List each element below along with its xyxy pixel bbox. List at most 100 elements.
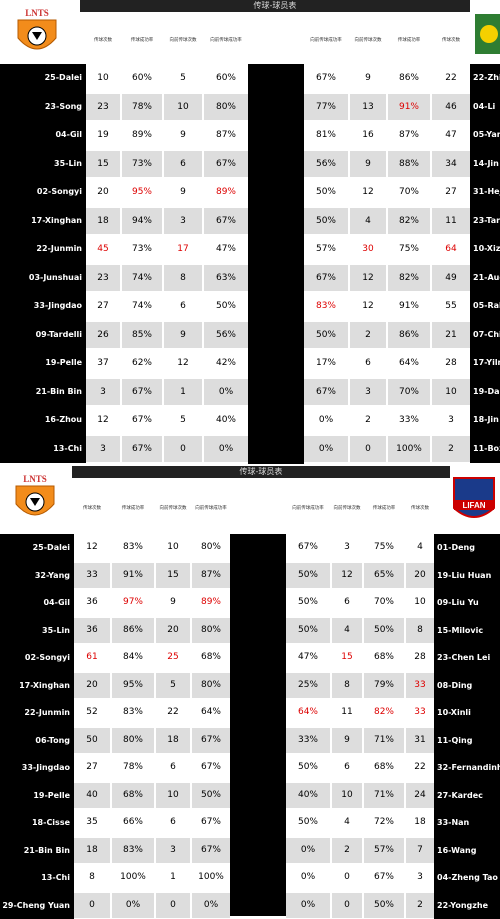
column-header: 向前传球次数 xyxy=(156,506,190,511)
stat-cell: 67% xyxy=(364,865,404,891)
stat-cell: 60% xyxy=(122,65,162,92)
column-header: 传球次数 xyxy=(74,506,110,511)
player-name-left: 25-Dalei xyxy=(0,64,86,93)
player-name-right: 33-Nan xyxy=(434,809,500,837)
stat-cell: 67% xyxy=(192,755,230,781)
stat-cell: 5 xyxy=(156,673,190,699)
stat-cell: 79% xyxy=(364,673,404,699)
stat-cell: 71% xyxy=(364,728,404,754)
stat-cell: 63% xyxy=(204,265,248,292)
stat-cell: 3 xyxy=(332,535,362,561)
stat-cell: 84% xyxy=(112,645,154,671)
stat-cell: 47% xyxy=(204,236,248,263)
stat-cell: 91% xyxy=(388,94,430,121)
stat-cell: 67% xyxy=(122,379,162,406)
stat-cell: 33% xyxy=(388,407,430,434)
stat-cell: 0% xyxy=(304,436,348,463)
stat-cell: 2 xyxy=(432,436,470,463)
player-name-left: 33-Jingdao xyxy=(0,292,86,321)
stat-cell: 60% xyxy=(204,65,248,92)
stat-cell: 61 xyxy=(74,645,110,671)
stat-cell: 6 xyxy=(156,755,190,781)
stat-cell: 4 xyxy=(332,810,362,836)
panel-1-center-gap xyxy=(248,64,304,464)
stat-cell: 33 xyxy=(406,673,434,699)
stat-cell: 23 xyxy=(86,265,120,292)
stat-cell: 64% xyxy=(286,700,330,726)
stat-cell: 50% xyxy=(364,893,404,919)
stat-cell: 2 xyxy=(406,893,434,919)
stat-cell: 71% xyxy=(364,783,404,809)
team-left-logo-2: LNTS xyxy=(6,470,64,528)
stat-cell: 50% xyxy=(286,810,330,836)
player-name-right: 11-Box xyxy=(470,435,500,464)
stat-cell: 0% xyxy=(286,865,330,891)
stat-cell: 83% xyxy=(112,535,154,561)
player-name-left: 09-Tardelli xyxy=(0,321,86,350)
stat-cell: 68% xyxy=(364,645,404,671)
stat-cell: 26 xyxy=(86,322,120,349)
stat-cell: 0 xyxy=(156,893,190,919)
stat-cell: 27 xyxy=(74,755,110,781)
stat-cell: 24 xyxy=(406,783,434,809)
stat-cell: 87% xyxy=(204,122,248,149)
stat-cell: 4 xyxy=(350,208,386,235)
stat-cell: 56% xyxy=(304,151,348,178)
player-name-left: 02-Songyi xyxy=(0,644,74,672)
column-header: 传球成功率 xyxy=(364,506,404,511)
stat-cell: 0% xyxy=(304,407,348,434)
stat-cell: 49 xyxy=(432,265,470,292)
stat-cell: 10 xyxy=(156,783,190,809)
team-left-logo-1: LNTS xyxy=(8,4,66,62)
panel-1-title: 传球-球员表 xyxy=(80,0,470,12)
stat-cell: 56% xyxy=(204,322,248,349)
stat-cell: 86% xyxy=(388,65,430,92)
player-name-left: 23-Song xyxy=(0,93,86,122)
player-name-left: 32-Yang xyxy=(0,562,74,590)
player-name-right: 07-Chi xyxy=(470,321,500,350)
stat-cell: 89% xyxy=(204,179,248,206)
stat-cell: 100% xyxy=(112,865,154,891)
stat-cell: 36 xyxy=(74,618,110,644)
player-name-left: 22-Junmin xyxy=(0,235,86,264)
stat-cell: 8 xyxy=(332,673,362,699)
column-header: 向前传球次数 xyxy=(332,506,362,511)
stat-cell: 64% xyxy=(192,700,230,726)
stat-cell: 66% xyxy=(112,810,154,836)
player-name-right: 01-Deng xyxy=(434,534,500,562)
stat-cell: 50 xyxy=(74,728,110,754)
player-name-right: 09-Liu Yu xyxy=(434,589,500,617)
stat-cell: 12 xyxy=(350,265,386,292)
stat-cell: 57% xyxy=(364,838,404,864)
stat-cell: 83% xyxy=(304,293,348,320)
stat-cell: 57% xyxy=(304,236,348,263)
stat-cell: 8 xyxy=(406,618,434,644)
stat-cell: 12 xyxy=(164,350,202,377)
stat-cell: 11 xyxy=(332,700,362,726)
stat-cell: 13 xyxy=(350,94,386,121)
player-name-right: 23-Chen Lei xyxy=(434,644,500,672)
stat-cell: 8 xyxy=(74,865,110,891)
stat-cell: 0 xyxy=(332,865,362,891)
stat-cell: 67% xyxy=(204,208,248,235)
stat-cell: 80% xyxy=(204,94,248,121)
player-name-right: 32-Fernandinho xyxy=(434,754,500,782)
stat-cell: 9 xyxy=(350,151,386,178)
player-name-right: 14-Jin xyxy=(470,150,500,179)
stat-cell: 74% xyxy=(122,265,162,292)
stat-cell: 33 xyxy=(74,563,110,589)
column-header: 向前传球成功率 xyxy=(204,38,248,43)
stat-cell: 50% xyxy=(192,783,230,809)
stat-cell: 25 xyxy=(156,645,190,671)
stat-cell: 40% xyxy=(286,783,330,809)
stat-cell: 0 xyxy=(74,893,110,919)
stat-cell: 87% xyxy=(388,122,430,149)
player-name-right: 17-Yiln xyxy=(470,349,500,378)
stat-cell: 33% xyxy=(286,728,330,754)
player-name-right: 22-Zhi xyxy=(470,64,500,93)
panel-1: 传球-球员表 LNTS 传球次数传球成功率向前传球次数向前传球成功率向前传球成功… xyxy=(0,0,500,464)
svg-text:LNTS: LNTS xyxy=(23,474,47,484)
stat-cell: 9 xyxy=(164,322,202,349)
stat-cell: 82% xyxy=(388,208,430,235)
stat-cell: 75% xyxy=(388,236,430,263)
